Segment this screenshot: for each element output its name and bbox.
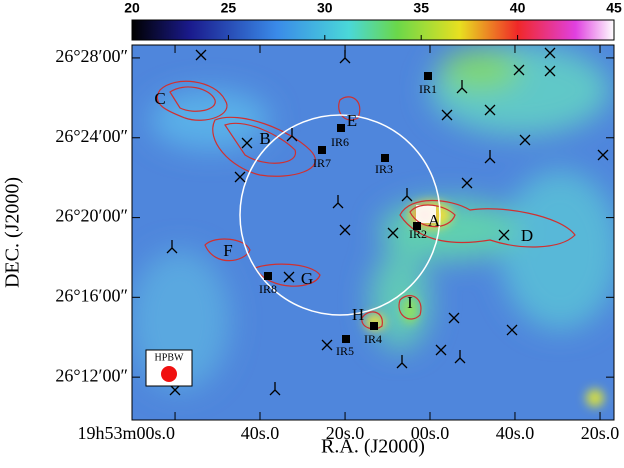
colorbar-tick-label: 40 (510, 0, 526, 16)
annotation: IR4 (364, 332, 382, 346)
annotation: G (301, 269, 313, 288)
annotation: I (407, 293, 413, 312)
colorbar (131, 19, 615, 41)
x-tick-label: 19h53m00s.0 (78, 423, 176, 443)
annotation: IR8 (259, 282, 277, 296)
image (132, 45, 614, 420)
y-tick-label: 26°28′00″ (55, 46, 128, 66)
x-tick-label: 00s.0 (411, 423, 450, 443)
annotation: IR1 (419, 82, 437, 96)
colorbar-tick-label: 35 (413, 0, 429, 16)
x-tick-label: 20s.0 (326, 423, 365, 443)
y-tick-label: 26°12′00″ (55, 365, 128, 385)
x-tick-label: 40s.0 (496, 423, 535, 443)
annotation: F (223, 241, 232, 260)
colorbar-tick-label: 20 (124, 0, 140, 16)
colorbar-tick-label: 45 (606, 0, 622, 16)
y-tick-label: 26°20′00″ (55, 206, 128, 226)
annotation: A (428, 211, 441, 230)
y-tick-label: 26°24′00″ (55, 126, 128, 146)
annotation: IR3 (375, 162, 393, 176)
annotation: IR2 (409, 227, 427, 241)
annotation: D (521, 226, 533, 245)
annotation: H (352, 305, 364, 324)
y-axis-label: DEC. (J2000) (2, 177, 24, 288)
x-axis-label: R.A. (J2000) (321, 436, 425, 458)
colorbar-tick-label: 30 (317, 0, 333, 16)
annotation: C (154, 89, 165, 108)
x-tick-label: 40s.0 (241, 423, 280, 443)
annotation: B (259, 129, 270, 148)
y-tick-label: 26°16′00″ (55, 285, 128, 305)
colorbar-tick-label: 25 (221, 0, 237, 16)
x-tick-label: 20s.0 (581, 423, 620, 443)
annotation: E (347, 111, 357, 130)
annotation: IR6 (331, 135, 349, 149)
annotation: HPBW (155, 352, 184, 363)
plot-frame (131, 44, 615, 421)
annotation: IR5 (336, 344, 354, 358)
annotation: IR7 (313, 156, 331, 170)
